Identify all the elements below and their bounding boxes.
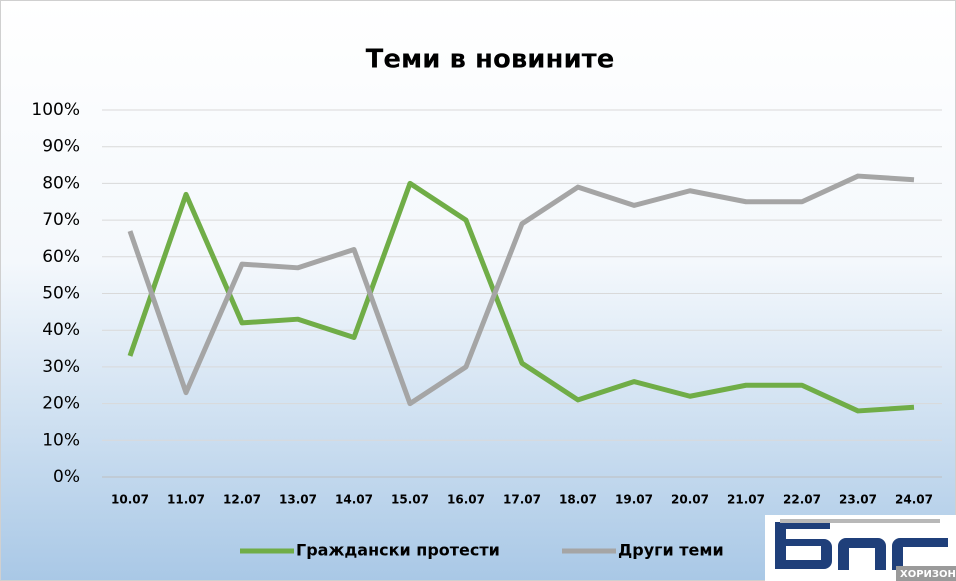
legend-label: Граждански протести <box>296 541 500 560</box>
x-tick-label: 16.07 <box>447 493 485 507</box>
x-tick-label: 15.07 <box>391 493 429 507</box>
y-tick-label: 60% <box>42 247 80 267</box>
logo-letter <box>892 538 948 570</box>
series-line <box>127 173 915 407</box>
x-tick-label: 23.07 <box>839 493 877 507</box>
y-tick-label: 10% <box>42 430 80 450</box>
x-tick-label: 17.07 <box>503 493 541 507</box>
y-tick-label: 0% <box>53 467 80 487</box>
logo: ХОРИЗОН <box>765 515 956 581</box>
y-tick-label: 30% <box>42 357 80 377</box>
y-tick-label: 20% <box>42 394 80 414</box>
x-tick-label: 10.07 <box>111 493 149 507</box>
logo-letter <box>838 538 886 570</box>
x-tick-label: 20.07 <box>671 493 709 507</box>
x-tick-label: 11.07 <box>167 493 205 507</box>
x-tick-label: 24.07 <box>895 493 933 507</box>
y-tick-label: 90% <box>42 137 80 157</box>
logo-letter <box>775 522 832 569</box>
x-tick-label: 14.07 <box>335 493 373 507</box>
y-tick-label: 40% <box>42 320 80 340</box>
y-tick-label: 100% <box>31 100 80 120</box>
chart-title: Теми в новините <box>366 45 615 75</box>
series-line <box>127 180 915 414</box>
x-tick-label: 18.07 <box>559 493 597 507</box>
x-tick-label: 13.07 <box>279 493 317 507</box>
y-tick-label: 80% <box>42 173 80 193</box>
logo-label-box <box>896 566 956 581</box>
x-tick-label: 12.07 <box>223 493 261 507</box>
y-tick-label: 70% <box>42 210 80 230</box>
logo-label: ХОРИЗОН <box>900 569 956 580</box>
x-tick-label: 21.07 <box>727 493 765 507</box>
logo-bar <box>780 519 940 523</box>
legend-label: Други теми <box>618 541 724 560</box>
x-tick-label: 19.07 <box>615 493 653 507</box>
x-tick-label: 22.07 <box>783 493 821 507</box>
y-tick-label: 50% <box>42 284 80 304</box>
